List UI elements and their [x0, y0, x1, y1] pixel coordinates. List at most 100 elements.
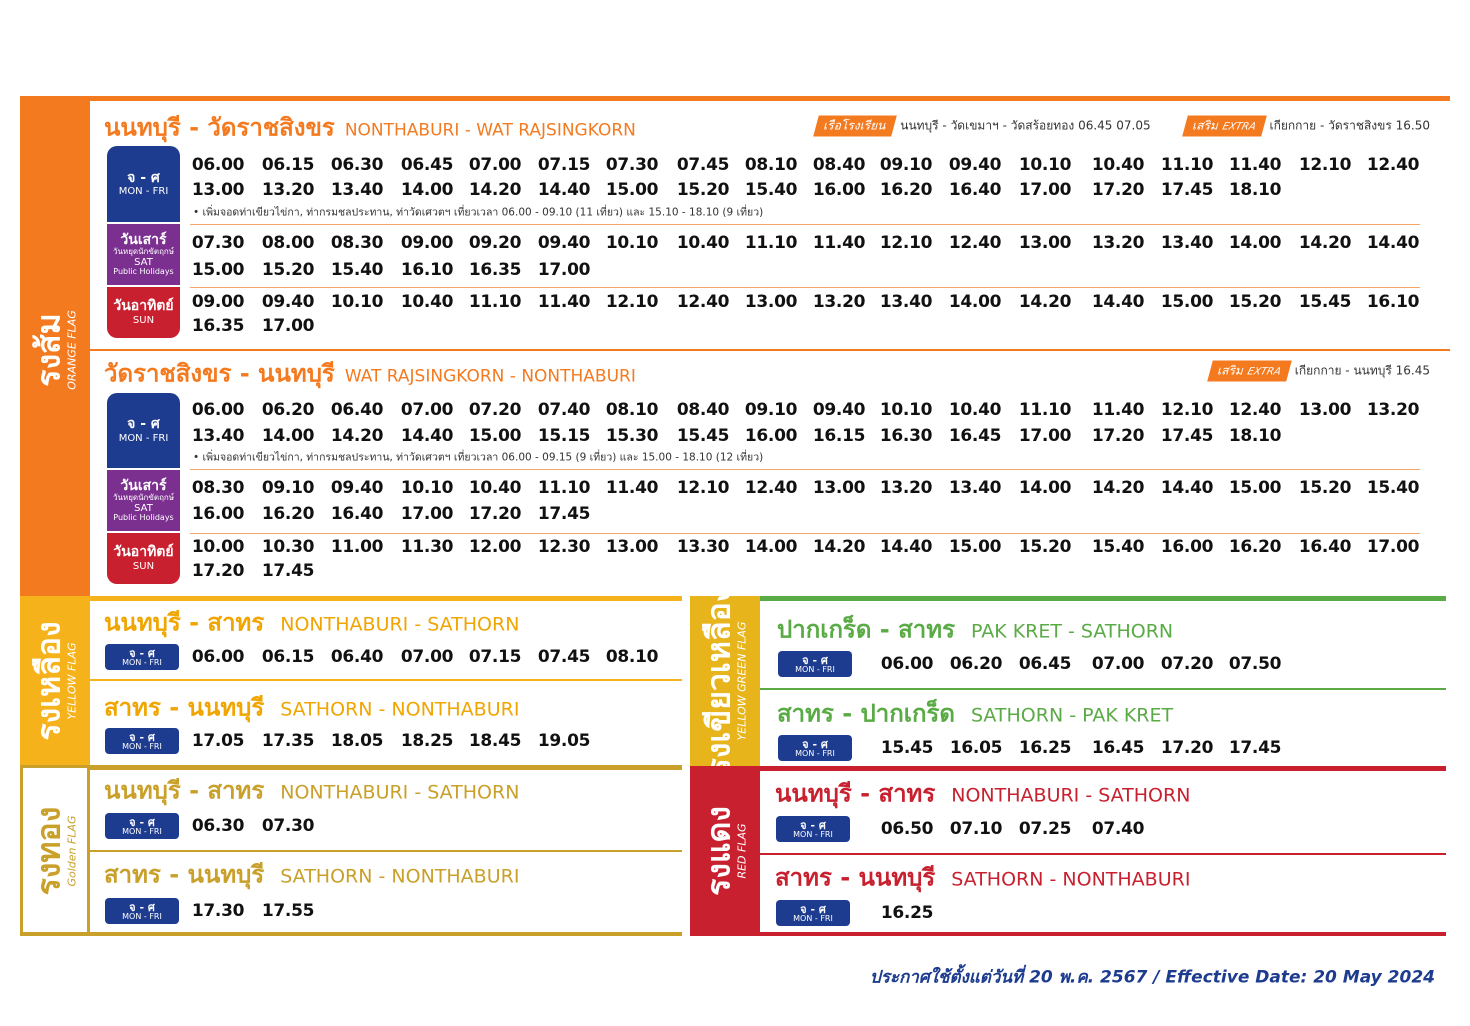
- departure-time: 17.00: [261, 316, 315, 336]
- departure-time: 12.30: [537, 537, 591, 557]
- departure-time: 13.30: [676, 537, 730, 557]
- departure-time: 16.10: [1366, 292, 1420, 312]
- day-english: MON - FRI: [793, 829, 833, 839]
- departure-time: 10.10: [330, 292, 384, 312]
- day-pill: วันเสาร์ วันหยุดนักขัตฤกษ์ SAT Public Holid…: [107, 224, 180, 285]
- departure-time: 14.00: [1228, 233, 1282, 253]
- departure-time: 13.00: [744, 292, 798, 312]
- departure-time: 16.35: [468, 260, 522, 280]
- extras: เสริมEXTRA เกียกกาย - นนทบุรี 16.45: [1207, 360, 1430, 382]
- departure-time: 12.40: [948, 233, 1002, 253]
- route-title-thai: สาทร - นนทบุรี: [104, 860, 265, 889]
- day-thai: วันอาทิตย์: [113, 298, 174, 315]
- departure-time: 09.10: [744, 400, 798, 420]
- departure-time: 07.40: [1091, 819, 1145, 839]
- departure-time: 10.10: [605, 233, 659, 253]
- departure-time: 06.45: [400, 155, 454, 175]
- day-pill: จ - ศ MON - FRI: [105, 644, 179, 670]
- departure-time: 15.45: [1298, 292, 1352, 312]
- day-separator: [190, 287, 1420, 288]
- departure-time: 15.00: [1228, 478, 1282, 498]
- route-title: นนทบุรี - สาทร NONTHABURI - SATHORN: [104, 603, 519, 642]
- departure-time: 16.20: [1228, 537, 1282, 557]
- route-title: สาทร - นนทบุรี SATHORN - NONTHABURI: [775, 858, 1190, 897]
- departure-time: 08.00: [261, 233, 315, 253]
- departure-time: 17.20: [1091, 426, 1145, 446]
- day-english: SAT: [134, 502, 153, 514]
- departure-time: 16.35: [191, 316, 245, 336]
- day-english: MON - FRI: [118, 432, 169, 444]
- departure-time: 14.40: [400, 426, 454, 446]
- departure-time: 16.20: [261, 504, 315, 524]
- departure-time: 10.40: [1091, 155, 1145, 175]
- panel-top-line: [760, 766, 1446, 771]
- departure-time: 07.00: [1091, 654, 1145, 674]
- departure-time: 10.40: [468, 478, 522, 498]
- departure-time: 07.45: [676, 155, 730, 175]
- day-english-sub: Public Holidays: [113, 266, 174, 276]
- departure-time: 11.10: [1018, 400, 1072, 420]
- departure-time: 14.00: [400, 180, 454, 200]
- extras: เรือโรงเรียน นนทบุรี - วัดเขมาฯ - วัดสร้อ…: [813, 115, 1430, 137]
- day-thai: จ - ศ: [129, 730, 155, 744]
- departure-time: 16.30: [879, 426, 933, 446]
- departure-time: 16.25: [1018, 738, 1072, 758]
- departure-time: 14.40: [1160, 478, 1214, 498]
- departure-time: 14.20: [1298, 233, 1352, 253]
- departure-time: 09.10: [879, 155, 933, 175]
- flag-english: RED FLAG: [735, 823, 749, 879]
- departure-time: 10.30: [261, 537, 315, 557]
- departure-time: 15.00: [191, 260, 245, 280]
- departure-time: 15.45: [676, 426, 730, 446]
- departure-time: 11.00: [330, 537, 384, 557]
- departure-time: 12.40: [744, 478, 798, 498]
- departure-time: 06.30: [330, 155, 384, 175]
- departure-time: 16.20: [879, 180, 933, 200]
- day-pill: วันอาทิตย์ SUN: [107, 533, 180, 584]
- departure-time: 17.20: [1091, 180, 1145, 200]
- departure-time: 18.05: [330, 731, 384, 751]
- extra-badge: เรือโรงเรียน: [813, 115, 898, 137]
- departure-time: 15.40: [1091, 537, 1145, 557]
- extra-trip: เรือโรงเรียน นนทบุรี - วัดเขมาฯ - วัดสร้อ…: [813, 115, 1151, 137]
- departure-time: 16.00: [744, 426, 798, 446]
- day-english: MON - FRI: [793, 913, 833, 923]
- flag-english: ORANGE FLAG: [65, 310, 79, 390]
- day-thai: จ - ศ: [129, 900, 155, 914]
- departure-time: 06.20: [261, 400, 315, 420]
- departure-time: 13.00: [812, 478, 866, 498]
- day-separator: [190, 224, 1420, 225]
- route-separator: [90, 679, 682, 681]
- flag-thai: รงแดง: [699, 806, 738, 896]
- departure-time: 16.10: [400, 260, 454, 280]
- departure-time: 17.00: [1018, 180, 1072, 200]
- departure-time: 15.00: [948, 537, 1002, 557]
- departure-time: 14.00: [744, 537, 798, 557]
- departure-time: 15.20: [1228, 292, 1282, 312]
- day-pill: วันเสาร์ วันหยุดนักขัตฤกษ์ SAT Public Holid…: [107, 470, 180, 531]
- route-title-thai: สาทร - นนทบุรี: [775, 863, 936, 892]
- route-title: นนทบุรี - สาทร NONTHABURI - SATHORN: [775, 774, 1190, 813]
- panel-bottom-line: [20, 932, 682, 936]
- departure-time: 10.10: [400, 478, 454, 498]
- departure-time: 09.40: [948, 155, 1002, 175]
- panel-bottom-line: [690, 932, 1446, 936]
- departure-time: 06.15: [261, 647, 315, 667]
- flag-label: รงเขียวเหลือง YELLOW GREEN FLAG: [699, 587, 749, 776]
- departure-time: 08.40: [676, 400, 730, 420]
- departure-time: 12.10: [676, 478, 730, 498]
- departure-time: 06.45: [1018, 654, 1072, 674]
- departure-time: 08.10: [605, 400, 659, 420]
- departure-time: 06.15: [261, 155, 315, 175]
- route-title-thai: นนทบุรี - วัดราชสิงขร: [104, 113, 335, 142]
- departure-time: 09.40: [812, 400, 866, 420]
- departure-time: 17.00: [400, 504, 454, 524]
- flag-english: YELLOW GREEN FLAG: [735, 621, 749, 741]
- day-pill: จ - ศ MON - FRI: [105, 813, 179, 839]
- service-note: • เพิ่มจอดท่าเขียวไข่กา, ท่ากรมชลประทาน,…: [193, 206, 764, 219]
- extra-badge-thai: เสริม: [1190, 118, 1221, 133]
- flag-bar: [690, 596, 760, 766]
- departure-time: 12.40: [1228, 400, 1282, 420]
- departure-time: 16.15: [812, 426, 866, 446]
- route-title-english: NONTHABURI - SATHORN: [280, 781, 520, 804]
